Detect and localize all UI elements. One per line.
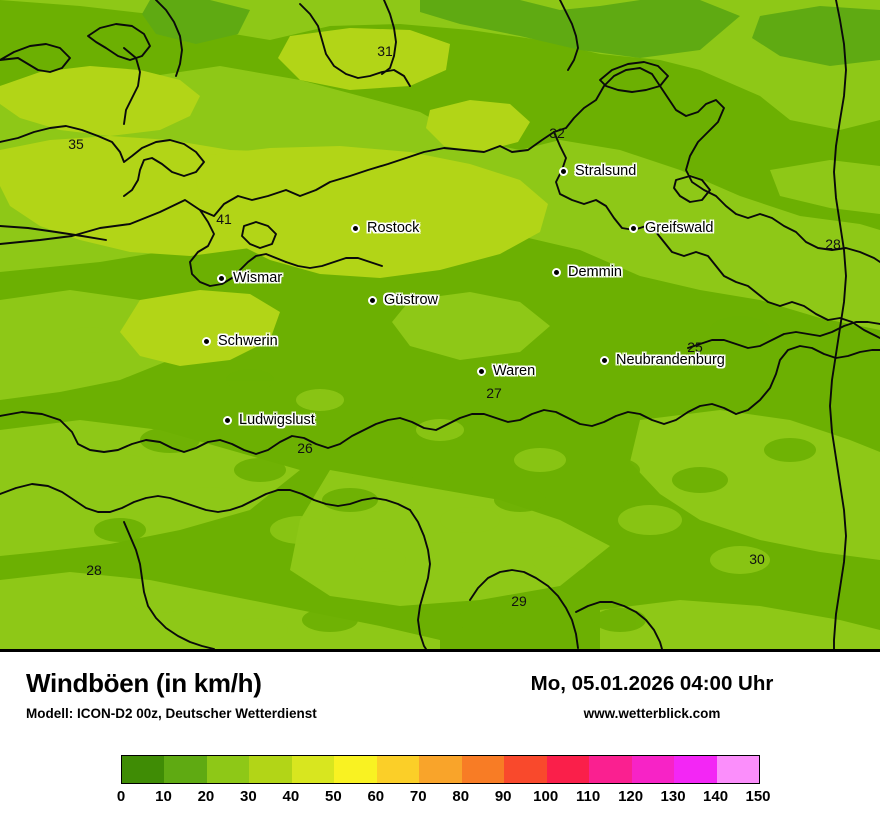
colorbar-tick-label: 110 <box>576 788 601 805</box>
colorbar-tick-label: 120 <box>618 788 644 805</box>
colorbar-tick-label: 80 <box>452 788 470 805</box>
colorbar-swatch <box>164 756 207 783</box>
colorbar: 0 10 20 30 40 50 60 70 80 90 100 110 120 130 140 150 <box>117 755 771 812</box>
city-dot-icon <box>202 337 211 346</box>
colorbar-swatch <box>334 756 377 783</box>
contour-value-label: 30 <box>749 551 765 567</box>
model-subtitle: Modell: ICON-D2 00z, Deutscher Wetterdie… <box>26 706 317 722</box>
contour-value-label: 32 <box>549 125 565 141</box>
city-dot-icon <box>217 274 226 283</box>
colorbar-tick-label: 40 <box>282 788 300 805</box>
colorbar-swatch <box>291 756 335 783</box>
city-name-label: Wismar <box>233 270 283 286</box>
colorbar-tick-label: 60 <box>367 788 385 805</box>
city-dot-icon <box>368 296 377 305</box>
colorbar-swatch <box>631 756 675 783</box>
contour-value-label: 25 <box>687 339 703 355</box>
colorbar-tick-label: 20 <box>197 788 215 805</box>
contour-value-label: 26 <box>297 440 313 456</box>
colorbar-tick-label: 10 <box>155 788 172 805</box>
city-name-label: Rostock <box>367 220 420 236</box>
map-raster <box>0 0 880 649</box>
city-dot-icon <box>351 224 360 233</box>
page-title: Windböen (in km/h) <box>26 668 262 698</box>
colorbar-swatch <box>376 756 420 783</box>
city-name-label: Stralsund <box>575 163 637 179</box>
city-name-label: Greifswald <box>645 220 714 236</box>
valid-time-label: Mo, 05.01.2026 04:00 Uhr <box>530 672 774 695</box>
city-dot-icon <box>629 224 638 233</box>
colorbar-swatch <box>504 756 547 783</box>
contour-value-label: 28 <box>825 236 841 252</box>
city-name-label: Ludwigslust <box>239 412 315 428</box>
colorbar-swatch <box>716 756 760 783</box>
colorbar-tick-label: 130 <box>660 788 686 805</box>
legend-footer: Windböen (in km/h) Modell: ICON-D2 00z, … <box>0 652 880 830</box>
colorbar-tick-label: 90 <box>494 788 512 805</box>
colorbar-swatch <box>249 756 292 783</box>
colorbar-tick-label: 0 <box>116 788 126 805</box>
city-dot-icon <box>477 367 486 376</box>
contour-value-label: 35 <box>68 136 84 152</box>
title-block: Windböen (in km/h) Modell: ICON-D2 00z, … <box>26 668 317 722</box>
colorbar-swatch <box>419 756 462 783</box>
city-name-label: Waren <box>493 363 536 379</box>
colorbar-tick-label: 30 <box>240 788 257 805</box>
site-url-label: www.wetterblick.com <box>583 706 721 721</box>
colorbar-swatch <box>206 756 250 783</box>
city-dot-icon <box>552 268 561 277</box>
city-dot-icon <box>559 167 568 176</box>
colorbar-tick-label: 70 <box>409 788 427 805</box>
contour-value-label: 29 <box>511 593 527 609</box>
colorbar-tick-label: 50 <box>324 788 342 805</box>
colorbar-swatch <box>461 756 505 783</box>
colorbar-swatch <box>546 756 590 783</box>
colorbar-swatches <box>121 755 760 784</box>
colorbar-swatch <box>674 756 717 783</box>
colorbar-tick-label: 150 <box>745 788 771 805</box>
colorbar-swatch <box>589 756 632 783</box>
colorbar-swatch <box>122 756 165 783</box>
contour-value-label: 41 <box>216 211 232 227</box>
city-name-label: Güstrow <box>384 292 438 308</box>
colorbar-tick-label: 140 <box>703 788 729 805</box>
contour-value-label: 27 <box>486 385 502 401</box>
colorbar-tick-label: 100 <box>533 788 559 805</box>
city-name-label: Demmin <box>568 264 622 280</box>
city-name-label: Schwerin <box>218 333 278 349</box>
colorbar-ticks: 0 10 20 30 40 50 60 70 80 90 100 110 120 130 140 150 <box>117 788 771 812</box>
meta-block: Mo, 05.01.2026 04:00 Uhr www.wetterblick… <box>502 672 802 721</box>
contour-value-label: 31 <box>377 43 393 59</box>
city-dot-icon <box>223 416 232 425</box>
weather-map[interactable]: 31 32 35 28 41 25 27 26 28 30 29 Stralsund Greifswa… <box>0 0 880 652</box>
city-dot-icon <box>600 356 609 365</box>
contour-value-label: 28 <box>86 562 102 578</box>
city-name-label: Neubrandenburg <box>616 352 725 368</box>
